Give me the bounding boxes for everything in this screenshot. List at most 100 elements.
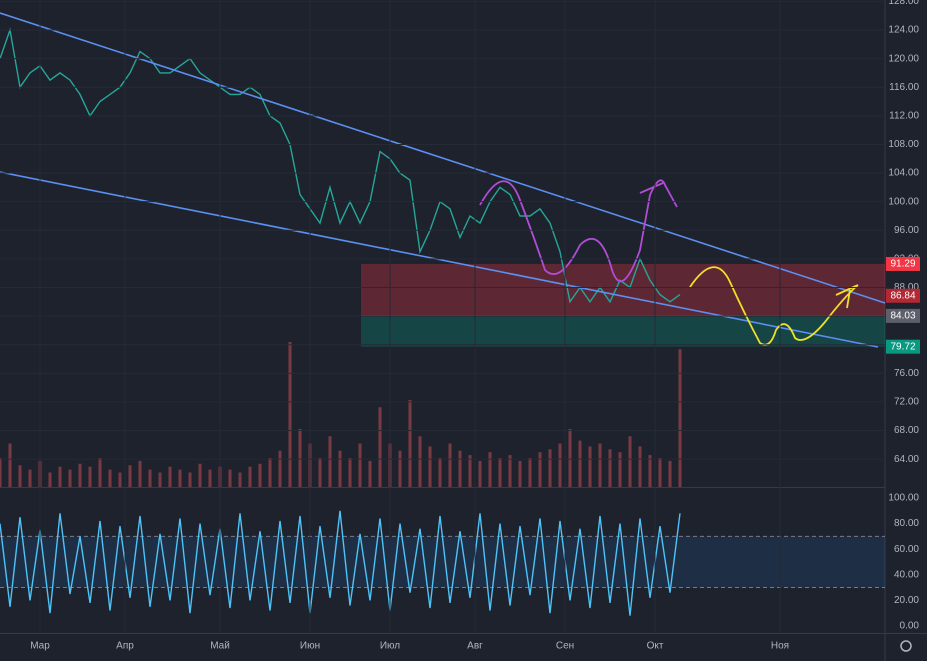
volume-bar: [328, 436, 332, 487]
forecast-path: [689, 266, 859, 346]
y-tick-label: 100.00: [888, 196, 919, 207]
volume-bar: [518, 460, 522, 487]
price-label: 91.29: [890, 259, 915, 270]
volume-bar: [598, 443, 602, 487]
volume-bar: [128, 465, 132, 487]
price-label: 86.84: [890, 290, 915, 301]
volume-bar: [378, 407, 382, 487]
volume-bar: [8, 443, 12, 487]
volume-bar: [28, 469, 32, 487]
price-label-bg: [886, 256, 920, 271]
y-tick-label: 20.00: [894, 595, 919, 606]
y-tick-label: 120.00: [888, 53, 919, 64]
axes: Мар Апр Май Июн Июл Авг Сен Окт Ноя 64.00 68.00 72.…: [30, 0, 920, 652]
x-tick-label: Сен: [556, 641, 574, 652]
x-tick-label: Апр: [116, 641, 134, 652]
volume-bar: [118, 472, 122, 487]
y-tick-label: 80.00: [894, 518, 919, 529]
y-tick-label: 112.00: [889, 110, 919, 121]
volume-bar: [428, 446, 432, 487]
y-tick-label: 124.00: [888, 25, 919, 36]
volume-bar: [418, 436, 422, 487]
volume-bar: [228, 469, 232, 487]
volume-bar: [368, 460, 372, 487]
volume-bar: [198, 463, 202, 487]
support-zone: [361, 315, 885, 347]
volume-bar: [478, 460, 482, 487]
price-label-bg: [886, 288, 920, 303]
x-tick-label: Июн: [300, 641, 320, 652]
price-label-bg: [886, 339, 920, 354]
trendline: [0, 12, 886, 304]
settings-button[interactable]: [900, 640, 912, 652]
oscillator-pane: [0, 510, 885, 616]
x-tick-label: Ноя: [771, 641, 789, 652]
resistance-zone: [361, 263, 885, 316]
volume-bar: [298, 429, 302, 487]
volume-bar: [78, 463, 82, 487]
volume-bar: [138, 460, 142, 487]
volume-bar: [578, 440, 582, 487]
volume-bar: [568, 429, 572, 487]
volume-bar: [258, 463, 262, 487]
forecast-path: [479, 179, 678, 283]
volume-bar: [638, 446, 642, 487]
volume-bar: [608, 449, 612, 487]
volume-bar: [248, 466, 252, 487]
x-tick-label: Окт: [647, 641, 664, 652]
volume-bar: [558, 443, 562, 487]
volume-bar: [98, 458, 102, 487]
volume-bar: [268, 458, 272, 487]
volume-bar: [458, 450, 462, 487]
y-tick-label: 40.00: [894, 569, 919, 580]
volume-bar: [18, 465, 22, 487]
volume-bar: [618, 452, 622, 487]
y-tick-label: 76.00: [894, 368, 919, 379]
volume-bar: [48, 472, 52, 487]
price-label-bg: [886, 308, 920, 323]
volume-bar: [148, 469, 152, 487]
volume-bar: [68, 469, 72, 487]
volume-bar: [208, 469, 212, 487]
volume-bar: [448, 443, 452, 487]
volume-bar: [438, 458, 442, 487]
volume-bar: [318, 458, 322, 487]
volume-bar: [548, 449, 552, 487]
y-tick-label: 64.00: [894, 454, 919, 465]
volume-bar: [288, 342, 292, 487]
volume-bar: [408, 400, 412, 487]
volume-bar: [628, 436, 632, 487]
y-tick-label: 116.00: [889, 82, 919, 93]
x-tick-label: Мар: [30, 641, 50, 652]
y-tick-label: 128.00: [888, 0, 919, 7]
volume-bar: [158, 472, 162, 487]
y-tick-label: 108.00: [888, 139, 919, 150]
volume-bar: [178, 469, 182, 487]
volume-bar: [468, 455, 472, 487]
x-tick-label: Май: [210, 641, 230, 652]
volume-bar: [278, 450, 282, 487]
volume-bar: [528, 458, 532, 487]
x-tick-label: Авг: [467, 641, 483, 652]
y-tick-label: 88.00: [894, 282, 919, 293]
volume-bar: [168, 466, 172, 487]
x-tick-label: Июл: [380, 641, 400, 652]
volume-bar: [0, 458, 2, 487]
volume-bar: [508, 455, 512, 487]
volume-bar: [488, 452, 492, 487]
y-tick-label: 0.00: [900, 621, 920, 632]
volume-bar: [348, 458, 352, 487]
volume-bar: [538, 452, 542, 487]
volume-bar: [398, 450, 402, 487]
volume-bar: [668, 460, 672, 487]
price-label: 79.72: [890, 341, 915, 352]
volume-bar: [648, 455, 652, 487]
price-label: 84.03: [890, 311, 915, 322]
y-tick-label: 104.00: [888, 168, 919, 179]
y-tick-label: 72.00: [894, 397, 919, 408]
volume-bar: [588, 446, 592, 487]
volume-bar: [58, 466, 62, 487]
y-tick-label: 100.00: [888, 493, 919, 504]
volume-bar: [238, 472, 242, 487]
